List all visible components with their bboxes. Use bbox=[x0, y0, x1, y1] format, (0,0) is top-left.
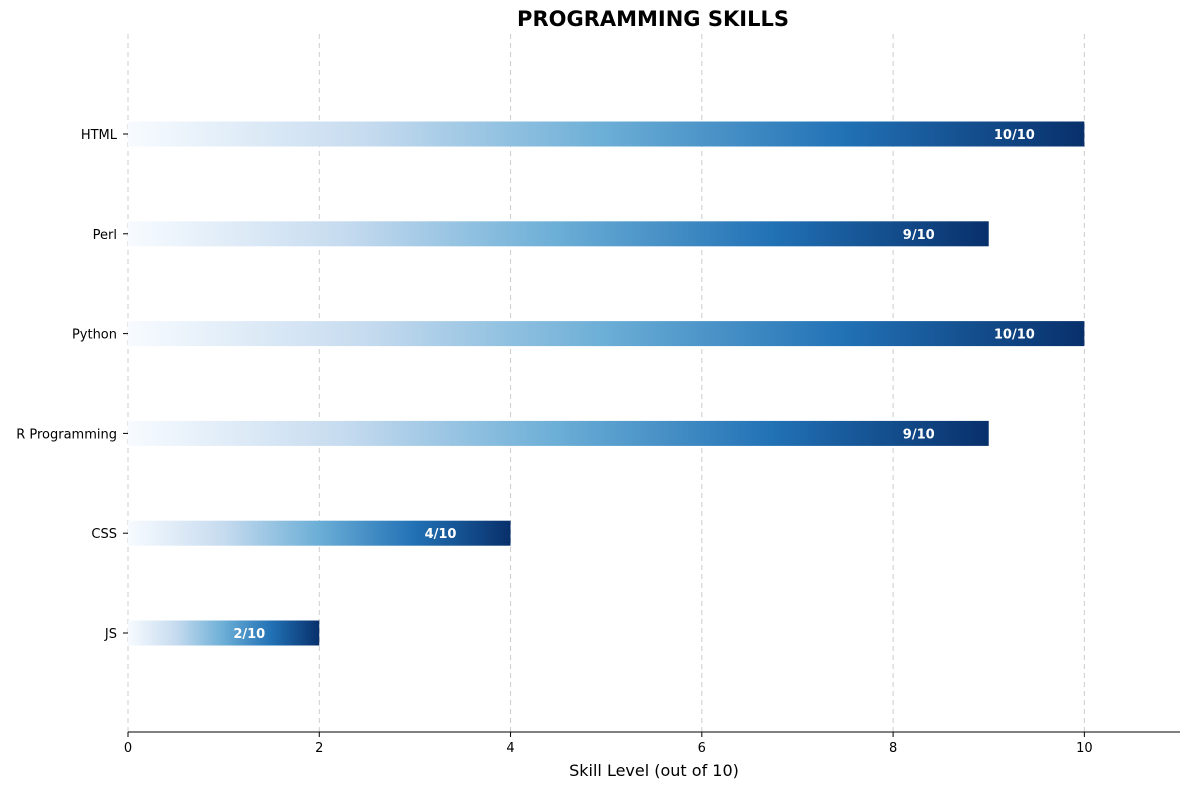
y-tick-label: HTML bbox=[81, 128, 118, 143]
bar-value-label: 2/10 bbox=[233, 627, 265, 642]
x-tick-label: 10 bbox=[1076, 741, 1093, 756]
bar-value-label: 9/10 bbox=[903, 427, 935, 442]
y-tick-label: JS bbox=[104, 627, 117, 642]
y-tick-layer: HTML Perl Python R Programming CSS JS bbox=[16, 128, 128, 642]
y-tick-label: Perl bbox=[93, 228, 117, 243]
bar-value-label: 4/10 bbox=[425, 527, 457, 542]
chart-title: PROGRAMMING SKILLS bbox=[517, 7, 789, 31]
bar-css bbox=[128, 520, 511, 546]
bar-layer: 10/10 9/10 10/10 9/10 4/10 2/10 bbox=[128, 121, 1085, 646]
y-tick-label: CSS bbox=[91, 527, 117, 542]
bar-html bbox=[128, 121, 1085, 147]
x-tick-label: 2 bbox=[315, 741, 323, 756]
x-tick-label: 0 bbox=[124, 741, 132, 756]
bar-value-label: 10/10 bbox=[994, 328, 1035, 343]
y-tick-label: Python bbox=[72, 328, 117, 343]
bar-value-label: 10/10 bbox=[994, 128, 1035, 143]
x-axis-label: Skill Level (out of 10) bbox=[569, 761, 739, 780]
bar-js bbox=[128, 620, 320, 646]
y-tick-label: R Programming bbox=[16, 427, 117, 442]
bar-perl bbox=[128, 221, 989, 247]
bar-r-programming bbox=[128, 420, 989, 446]
x-tick-label: 4 bbox=[506, 741, 514, 756]
x-tick-label: 8 bbox=[889, 741, 897, 756]
x-tick-label: 6 bbox=[698, 741, 706, 756]
x-tick-layer: 0 2 4 6 8 10 bbox=[124, 732, 1093, 756]
bar-python bbox=[128, 321, 1085, 347]
bar-value-label: 9/10 bbox=[903, 228, 935, 243]
